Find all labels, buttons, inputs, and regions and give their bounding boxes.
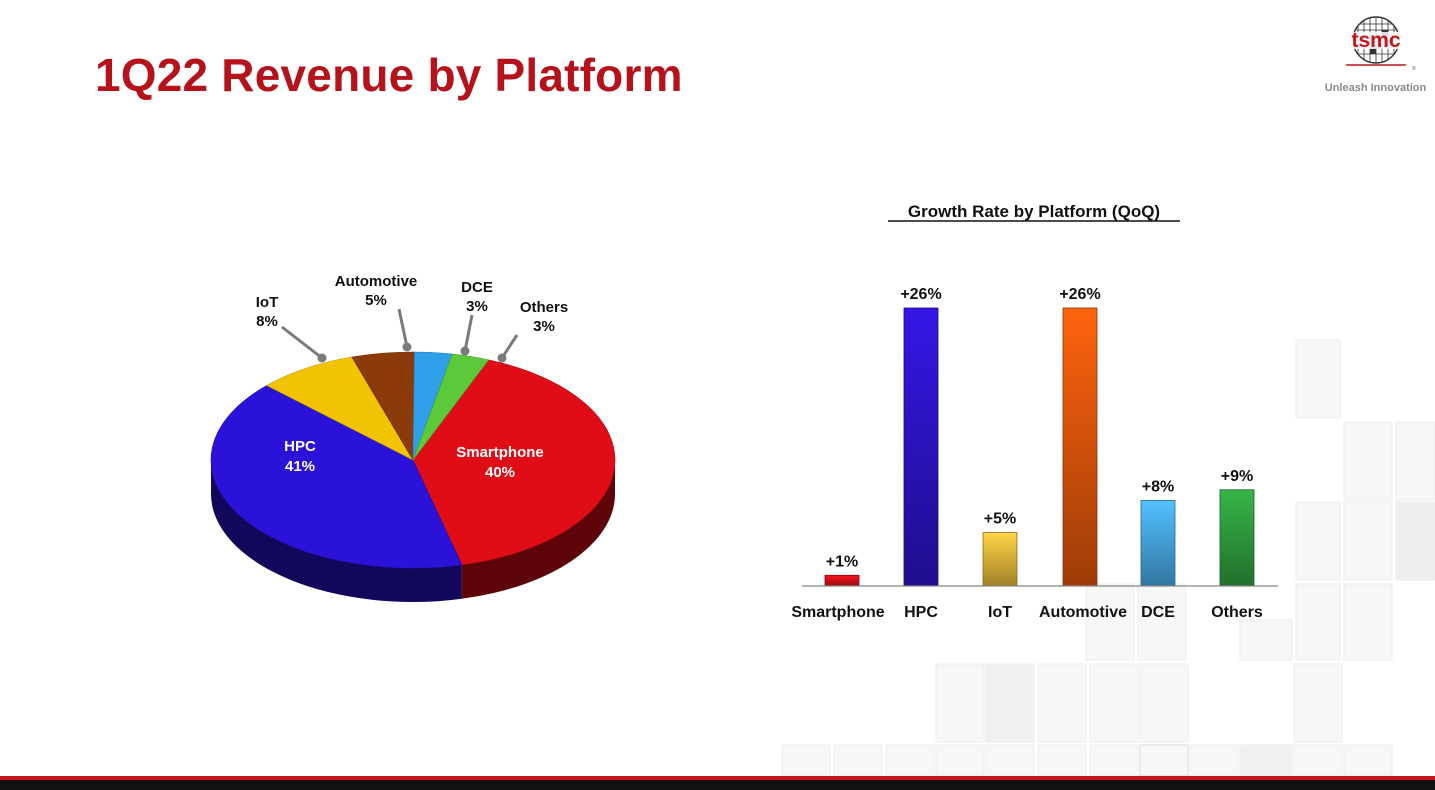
pie-leader-dot-automotive [402, 342, 412, 352]
bar-hpc [903, 307, 939, 587]
growth-rate-bar-chart: Growth Rate by Platform (QoQ) +1% Smartph… [791, 202, 1278, 621]
logo-tagline: Unleash Innovation [1324, 82, 1427, 94]
logo-wordmark: tsmc [1351, 29, 1400, 52]
pie-label-dce: DCE [461, 279, 493, 296]
pie-value-dce: 3% [466, 298, 488, 315]
footer-red-stripe [0, 776, 1435, 780]
pie-value-others: 3% [533, 318, 555, 335]
svg-text:®: ® [1412, 65, 1416, 72]
pie-value-automotive: 5% [365, 292, 387, 309]
bar-automotive [1062, 307, 1098, 587]
pie-sides [211, 460, 615, 602]
pie-leader-dot-iot [317, 353, 327, 363]
bar-category-automotive: Automotive [1039, 604, 1127, 621]
bar-dce [1140, 500, 1176, 587]
bar-others [1219, 489, 1255, 587]
pie-value-iot: 8% [256, 313, 278, 330]
pie-label-others: Others [520, 299, 568, 316]
bar-category-others: Others [1211, 604, 1263, 621]
footer-black-stripe [0, 780, 1435, 790]
pie-labels: Smartphone 40% HPC 41% IoT 8% Automotive 5% DCE 3… [256, 273, 568, 481]
bar-chart-title: Growth Rate by Platform (QoQ) [908, 202, 1160, 221]
bar-category-hpc: HPC [904, 604, 938, 621]
pie-slice-iot [266, 356, 414, 461]
tsmc-wafer-logo-icon: tsmc ® [1344, 16, 1416, 72]
bar-category-iot: IoT [988, 604, 1012, 621]
pie-value-smartphone: 40% [485, 464, 515, 481]
bar-marks: +1% Smartphone +26% HPC +5% IoT +26% Automotive… [791, 286, 1263, 621]
pie-leader-others [500, 334, 519, 359]
pie-slice-hpc [210, 385, 463, 569]
pie-side-smartphone [461, 460, 615, 599]
pie-label-automotive: Automotive [335, 273, 418, 290]
pie-value-hpc: 41% [285, 458, 315, 475]
pie-slice-others [412, 353, 490, 461]
pie-leader-dot-dce [460, 346, 470, 356]
page-title: 1Q22 Revenue by Platform [95, 49, 683, 101]
bar-smartphone [824, 574, 860, 587]
pie-leader-dce [463, 314, 474, 352]
bar-value-iot: +5% [984, 511, 1016, 528]
bar-category-dce: DCE [1141, 604, 1175, 621]
pie-leader-automotive [397, 308, 409, 348]
bar-value-others: +9% [1221, 468, 1253, 485]
revenue-pie-chart: Smartphone 40% HPC 41% IoT 8% Automotive 5% DCE 3… [210, 273, 616, 602]
pie-leader-iot [281, 325, 323, 360]
bar-value-dce: +8% [1142, 478, 1174, 495]
pie-leader-dot-others [497, 353, 507, 363]
bar-value-hpc: +26% [900, 286, 941, 303]
pie-side-hpc [211, 460, 462, 602]
bar-iot [982, 532, 1018, 587]
pie-label-iot: IoT [256, 294, 279, 311]
bar-value-smartphone: +1% [826, 553, 858, 570]
bar-value-automotive: +26% [1059, 286, 1100, 303]
pie-slices [210, 351, 616, 569]
pie-label-smartphone: Smartphone [456, 444, 544, 461]
bar-category-smartphone: Smartphone [791, 604, 884, 621]
company-logo: tsmc ® Unleash Innovation [1318, 10, 1433, 96]
pie-label-hpc: HPC [284, 438, 316, 455]
pie-slice-smartphone [412, 359, 616, 566]
